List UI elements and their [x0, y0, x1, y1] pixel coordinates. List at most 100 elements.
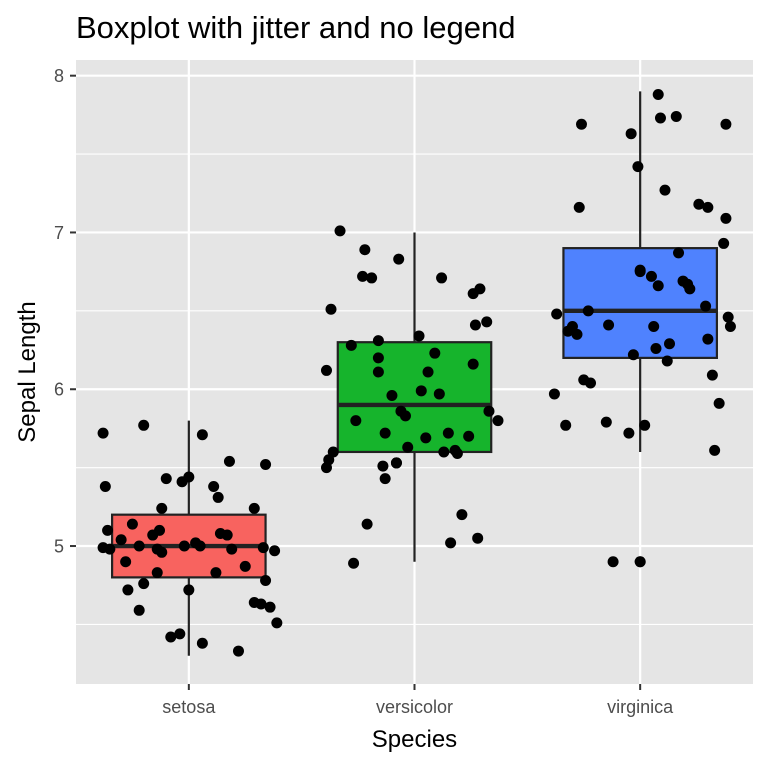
- jitter-point: [639, 419, 651, 431]
- jitter-point: [257, 542, 269, 554]
- jitter-point: [357, 270, 369, 282]
- jitter-point: [183, 584, 195, 596]
- jitter-point: [102, 524, 114, 536]
- jitter-point: [702, 201, 714, 213]
- jitter-point: [720, 118, 732, 130]
- jitter-point: [196, 429, 208, 441]
- jitter-points: [97, 88, 736, 657]
- jitter-point: [634, 556, 646, 568]
- jitter-point: [334, 225, 346, 237]
- y-tick-label: 6: [54, 380, 64, 400]
- y-axis-ticks: 5 6 7 8: [54, 66, 76, 557]
- jitter-point: [442, 427, 454, 439]
- jitter-point: [645, 270, 657, 282]
- jitter-point: [115, 534, 127, 546]
- jitter-point: [474, 283, 486, 295]
- jitter-point: [345, 339, 357, 351]
- jitter-point: [483, 405, 495, 417]
- jitter-point: [469, 319, 481, 331]
- jitter-point: [693, 198, 705, 210]
- jitter-point: [600, 416, 612, 428]
- jitter-point: [178, 540, 190, 552]
- jitter-point: [706, 369, 718, 381]
- jitter-point: [165, 631, 177, 643]
- jitter-point: [366, 272, 378, 284]
- jitter-point: [372, 366, 384, 378]
- y-tick-label: 8: [54, 66, 64, 86]
- jitter-point: [138, 419, 150, 431]
- jitter-point: [264, 601, 276, 613]
- jitter-point: [548, 388, 560, 400]
- jitter-point: [126, 518, 138, 530]
- jitter-point: [438, 446, 450, 458]
- jitter-point: [673, 247, 685, 259]
- jitter-point: [361, 518, 373, 530]
- jitter-point: [393, 253, 405, 265]
- y-axis-title: Sepal Length: [14, 301, 41, 442]
- jitter-point: [664, 338, 676, 350]
- jitter-point: [210, 567, 222, 579]
- jitter-point: [720, 212, 732, 224]
- jitter-point: [492, 415, 504, 427]
- jitter-point: [320, 364, 332, 376]
- jitter-point: [350, 415, 362, 427]
- jitter-point: [99, 480, 111, 492]
- jitter-point: [607, 556, 619, 568]
- chart-title: Boxplot with jitter and no legend: [76, 10, 515, 45]
- jitter-point: [575, 118, 587, 130]
- jitter-point: [652, 88, 664, 100]
- jitter-point: [463, 430, 475, 442]
- jitter-point: [377, 460, 389, 472]
- jitter-point: [652, 280, 664, 292]
- jitter-point: [120, 556, 132, 568]
- jitter-point: [623, 427, 635, 439]
- jitter-point: [212, 491, 224, 503]
- jitter-point: [648, 321, 660, 333]
- jitter-point: [709, 444, 721, 456]
- jitter-point: [632, 161, 644, 173]
- jitter-point: [724, 321, 736, 333]
- jitter-point: [223, 455, 235, 467]
- jitter-point: [560, 419, 572, 431]
- x-tick-label: setosa: [162, 697, 216, 717]
- jitter-point: [634, 264, 646, 276]
- jitter-point: [713, 397, 725, 409]
- jitter-point: [573, 201, 585, 213]
- jitter-point: [248, 502, 260, 514]
- jitter-point: [650, 342, 662, 354]
- jitter-point: [670, 110, 682, 122]
- jitter-point: [702, 333, 714, 345]
- jitter-point: [445, 537, 457, 549]
- jitter-point: [467, 358, 479, 370]
- box-virginica: [562, 91, 718, 568]
- jitter-point: [226, 543, 238, 555]
- jitter-point: [386, 390, 398, 402]
- jitter-point: [661, 355, 673, 367]
- jitter-point: [151, 567, 163, 579]
- jitter-point: [456, 509, 468, 521]
- jitter-point: [271, 617, 283, 629]
- jitter-point: [379, 427, 391, 439]
- jitter-point: [654, 112, 666, 124]
- jitter-point: [472, 532, 484, 544]
- jitter-point: [372, 335, 384, 347]
- jitter-point: [160, 473, 172, 485]
- jitter-point: [718, 237, 730, 249]
- jitter-point: [413, 330, 425, 342]
- jitter-point: [260, 459, 272, 471]
- y-tick-label: 7: [54, 223, 64, 243]
- jitter-point: [359, 244, 371, 256]
- jitter-point: [104, 543, 116, 555]
- jitter-point: [571, 328, 583, 340]
- jitter-point: [138, 578, 150, 590]
- jitter-point: [232, 645, 244, 657]
- jitter-point: [122, 584, 134, 596]
- jitter-point: [436, 272, 448, 284]
- jitter-point: [481, 316, 493, 328]
- jitter-point: [194, 540, 206, 552]
- jitter-point: [415, 385, 427, 397]
- jitter-point: [133, 540, 145, 552]
- jitter-point: [402, 441, 414, 453]
- jitter-point: [260, 575, 272, 587]
